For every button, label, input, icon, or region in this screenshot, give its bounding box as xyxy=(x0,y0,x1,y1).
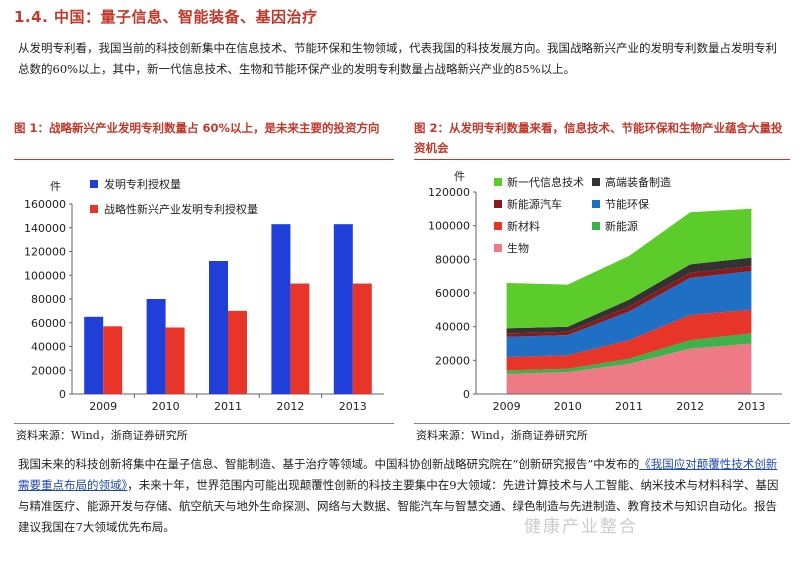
figure2-source: 资料来源：Wind，浙商证券研究所 xyxy=(416,429,588,442)
figure1-top-rule xyxy=(14,159,394,160)
figure2-legend-swatch xyxy=(494,200,502,208)
figure2-legend-swatch xyxy=(494,244,502,252)
figure2-y-tick-label: 40000 xyxy=(435,321,470,334)
figure1-bar xyxy=(290,283,310,394)
figure2-legend-label: 生物 xyxy=(507,241,529,255)
figure2-x-tick-label: 2013 xyxy=(737,400,765,413)
figure2-legend-swatch xyxy=(592,222,600,230)
figure1-bar xyxy=(333,224,353,394)
figure2-bottom-rule xyxy=(414,423,790,424)
figure2-y-tick-label: 0 xyxy=(463,388,470,401)
section-title: 1.4. 中国：量子信息、智能装备、基因治疗 xyxy=(14,8,318,26)
figure1-x-tick-label: 2011 xyxy=(214,400,242,413)
figure1-bar xyxy=(84,316,104,394)
figure1-legend-swatch xyxy=(90,180,98,188)
outlook-paragraph: 我国未来的科技创新将集中在量子信息、智能制造、基于治疗等领域。中国科协创新战略研… xyxy=(18,454,784,538)
figure2-legend-label: 高端装备制造 xyxy=(605,175,671,189)
figure2-area-chart: 件 0 20000 40000 60000 80000 100000 120000 2009 20… xyxy=(428,170,782,413)
figure1-y-tick-label: 160000 xyxy=(24,198,66,211)
figure2-area-series xyxy=(506,208,752,329)
figure1-x-tick-label: 2009 xyxy=(89,400,117,413)
figure2-top-rule xyxy=(414,159,790,160)
figure2-legend-swatch xyxy=(494,178,502,186)
figure1-bar-chart: 件 0 20000 40000 60000 80000 100000 120000 140000… xyxy=(24,177,384,413)
figure1-bar xyxy=(146,299,166,394)
figure1-bar xyxy=(271,224,291,394)
figure1-y-tick-label: 60000 xyxy=(31,317,66,330)
figure1-y-tick-label: 100000 xyxy=(24,269,66,282)
figure2-area-series xyxy=(506,266,752,337)
figure1-bar xyxy=(352,283,372,394)
figure2-legend-swatch xyxy=(592,178,600,186)
figure2-area-series xyxy=(506,271,752,357)
figure1-title: 图 1：战略新兴产业发明专利数量占 60%以上，是未来主要的投资方向 xyxy=(14,121,380,135)
figure1-legend-swatch xyxy=(90,205,98,213)
figure2-y-tick-label: 100000 xyxy=(428,220,470,233)
figure2-area-series xyxy=(506,257,752,334)
figure2-title: 图 2：从发明专利数量来看，信息技术、节能环保和生物产业蕴含大量投资机会 xyxy=(414,121,783,155)
figure2-y-tick-label: 20000 xyxy=(435,354,470,367)
watermark-text: 健康产业整合 xyxy=(524,517,638,537)
figure2-area-series xyxy=(506,333,752,374)
figure1-bottom-rule xyxy=(14,423,394,424)
figure2-x-tick-label: 2010 xyxy=(554,400,582,413)
figure2-area-series xyxy=(506,309,752,371)
figure2-x-tick-label: 2011 xyxy=(615,400,643,413)
outlook-text-part1: 我国未来的科技创新将集中在量子信息、智能制造、基于治疗等领域。中国科协创新战略研… xyxy=(18,457,640,471)
figure1-y-tick-label: 40000 xyxy=(31,341,66,354)
figure2-y-unit: 件 xyxy=(454,170,465,183)
figure2-area-series xyxy=(506,343,752,394)
figure2-legend-label: 节能环保 xyxy=(605,197,649,211)
figure1-y-tick-label: 120000 xyxy=(24,246,66,259)
figure1-x-tick-label: 2012 xyxy=(276,400,304,413)
figure1-bar xyxy=(103,326,123,394)
intro-paragraph: 从发明专利看，我国当前的科技创新集中在信息技术、节能环保和生物领域，代表我国的科… xyxy=(18,41,777,76)
figure1-y-tick-label: 20000 xyxy=(31,364,66,377)
figure2-y-tick-label: 60000 xyxy=(435,287,470,300)
figure1-bar xyxy=(165,327,185,394)
outlook-text-part2: ，未来十年，世界范围内可能出现颠覆性创新的科技主要集中在9大领域：先进计算技术与… xyxy=(18,478,779,534)
figure1-legend-label: 发明专利授权量 xyxy=(104,177,181,191)
figure2-legend-label: 新能源 xyxy=(605,219,638,233)
figure1-y-tick-label: 140000 xyxy=(24,222,66,235)
figure1-bar xyxy=(228,310,247,394)
figure2-x-tick-label: 2012 xyxy=(676,400,704,413)
figure2-legend-swatch xyxy=(494,222,502,230)
figure1-y-tick-label: 0 xyxy=(59,388,66,401)
figure1-x-tick-label: 2010 xyxy=(152,400,180,413)
figure2-y-tick-label: 80000 xyxy=(435,253,470,266)
figure1-bar xyxy=(209,261,228,394)
figure2-legend-label: 新材料 xyxy=(507,219,540,233)
figure1-y-tick-label: 80000 xyxy=(31,293,66,306)
figure1-x-tick-label: 2013 xyxy=(339,400,367,413)
figure1-legend-label: 战略性新兴产业发明专利授权量 xyxy=(104,202,258,216)
report-link[interactable]: 《我国应对颠覆性技术创新需要重点布局的领域》 xyxy=(18,457,778,492)
figure2-x-tick-label: 2009 xyxy=(493,400,521,413)
figure1-y-unit: 件 xyxy=(50,180,61,193)
figure2-legend-swatch xyxy=(592,200,600,208)
figure1-source: 资料来源：Wind，浙商证券研究所 xyxy=(16,429,188,442)
figure2-legend-label: 新能源汽车 xyxy=(507,197,562,211)
figure2-legend-label: 新一代信息技术 xyxy=(507,175,584,189)
figure2-y-tick-label: 120000 xyxy=(428,186,470,199)
